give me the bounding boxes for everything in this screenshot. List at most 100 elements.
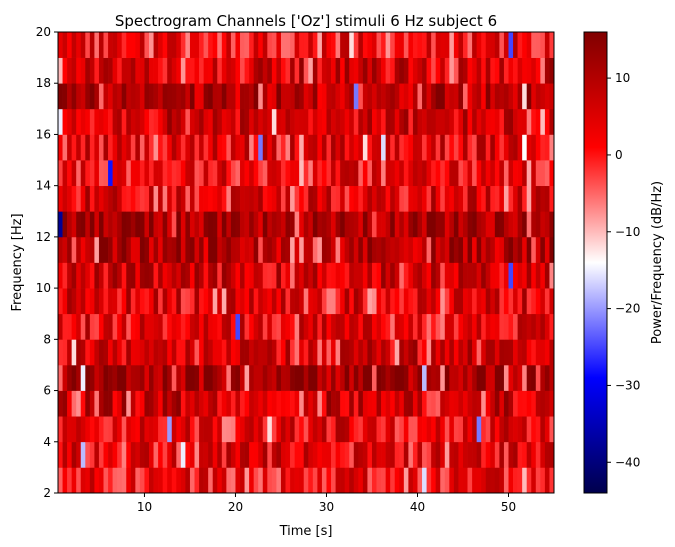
spectrogram-cell [435, 364, 441, 391]
spectrogram-cell [285, 236, 291, 263]
spectrogram-cell [531, 83, 537, 110]
colorbar-tick-label: −30 [615, 378, 640, 392]
spectrogram-cell [135, 83, 141, 110]
spectrogram-cell [353, 288, 359, 315]
spectrogram-cell [262, 441, 268, 468]
spectrogram-cell [112, 108, 118, 135]
spectrogram-cell [517, 288, 523, 315]
spectrogram-cell [262, 211, 268, 238]
spectrogram-cell [472, 32, 477, 58]
spectrogram-cell [167, 160, 173, 187]
spectrogram-cell [513, 83, 518, 110]
spectrogram-cell [308, 236, 314, 263]
spectrogram-cell [403, 339, 409, 366]
spectrogram-cell [189, 32, 195, 58]
spectrogram-cell [381, 134, 386, 161]
spectrogram-cell [285, 288, 291, 315]
spectrogram-cell [235, 185, 241, 212]
spectrogram-cell [449, 108, 455, 135]
spectrogram-cell [544, 441, 550, 468]
spectrogram-cell [431, 134, 437, 161]
spectrogram-cell [249, 134, 255, 161]
spectrogram-cell [435, 160, 441, 187]
spectrogram-cell [390, 262, 396, 289]
spectrogram-cell [230, 339, 236, 366]
spectrogram-cell [189, 441, 195, 468]
spectrogram-cell [503, 57, 509, 84]
spectrogram-cell [85, 134, 91, 161]
spectrogram-cell [212, 108, 218, 135]
spectrogram-cell [412, 339, 418, 366]
spectrogram-cell [453, 313, 459, 340]
spectrogram-cell [431, 339, 437, 366]
spectrogram-cell [258, 185, 264, 212]
spectrogram-cell [503, 416, 509, 443]
spectrogram-cell [230, 467, 236, 494]
spectrogram-cell [535, 160, 541, 187]
spectrogram-cell [244, 288, 250, 315]
spectrogram-cell [162, 262, 168, 289]
spectrogram-cell [230, 160, 236, 187]
spectrogram-cell [249, 160, 255, 187]
spectrogram-cell [76, 160, 82, 187]
spectrogram-cell [221, 83, 227, 110]
spectrogram-cell [472, 236, 477, 263]
spectrogram-cell [249, 108, 255, 135]
spectrogram-cell [353, 339, 359, 366]
spectrogram-cell [235, 390, 241, 417]
spectrogram-cell [331, 467, 336, 494]
spectrogram-cell [340, 339, 346, 366]
spectrogram-cell [353, 313, 359, 340]
spectrogram-cell [331, 185, 336, 212]
spectrogram-cell [317, 467, 323, 494]
spectrogram-cell [203, 160, 209, 187]
spectrogram-cell [117, 390, 123, 417]
spectrogram-cell [462, 288, 468, 315]
spectrogram-cell [121, 160, 127, 187]
spectrogram-cell [381, 185, 386, 212]
spectrogram-cell [485, 57, 491, 84]
spectrogram-cell [435, 441, 441, 468]
spectrogram-cell [185, 57, 191, 84]
spectrogram-cell [212, 57, 218, 84]
spectrogram-cell [171, 57, 177, 84]
spectrogram-cell [194, 416, 200, 443]
spectrogram-cell [522, 211, 528, 238]
spectrogram-cell [403, 83, 409, 110]
spectrogram-cell [276, 364, 282, 391]
spectrogram-cell [94, 339, 100, 366]
spectrogram-cell [176, 236, 182, 263]
spectrogram-cell [135, 313, 141, 340]
spectrogram-cell [476, 160, 482, 187]
spectrogram-cell [367, 467, 373, 494]
spectrogram-cell [417, 185, 423, 212]
spectrogram-cell [462, 108, 468, 135]
spectrogram-cell [335, 108, 341, 135]
spectrogram-cell [531, 134, 537, 161]
spectrogram-cell [249, 236, 255, 263]
spectrogram-cell [130, 364, 136, 391]
spectrogram-cell [185, 390, 191, 417]
spectrogram-cell [126, 83, 132, 110]
spectrogram-cell [89, 57, 95, 84]
spectrogram-cell [271, 390, 277, 417]
spectrogram-cell [126, 441, 132, 468]
spectrogram-cell [253, 185, 259, 212]
spectrogram-cell [308, 108, 314, 135]
spectrogram-cell [403, 185, 409, 212]
spectrogram-cell [508, 339, 514, 366]
spectrogram-cell [476, 441, 482, 468]
spectrogram-cell [153, 185, 159, 212]
spectrogram-cell [126, 313, 132, 340]
spectrogram-cell [80, 134, 86, 161]
spectrogram-cell [485, 160, 491, 187]
spectrogram-cell [98, 236, 104, 263]
spectrogram-cell [103, 390, 109, 417]
spectrogram-cell [503, 467, 509, 494]
spectrogram-cell [226, 185, 232, 212]
spectrogram-cell [431, 467, 437, 494]
spectrogram-cell [67, 288, 72, 315]
spectrogram-cell [149, 57, 154, 84]
spectrogram-cell [135, 288, 141, 315]
spectrogram-cell [399, 134, 405, 161]
